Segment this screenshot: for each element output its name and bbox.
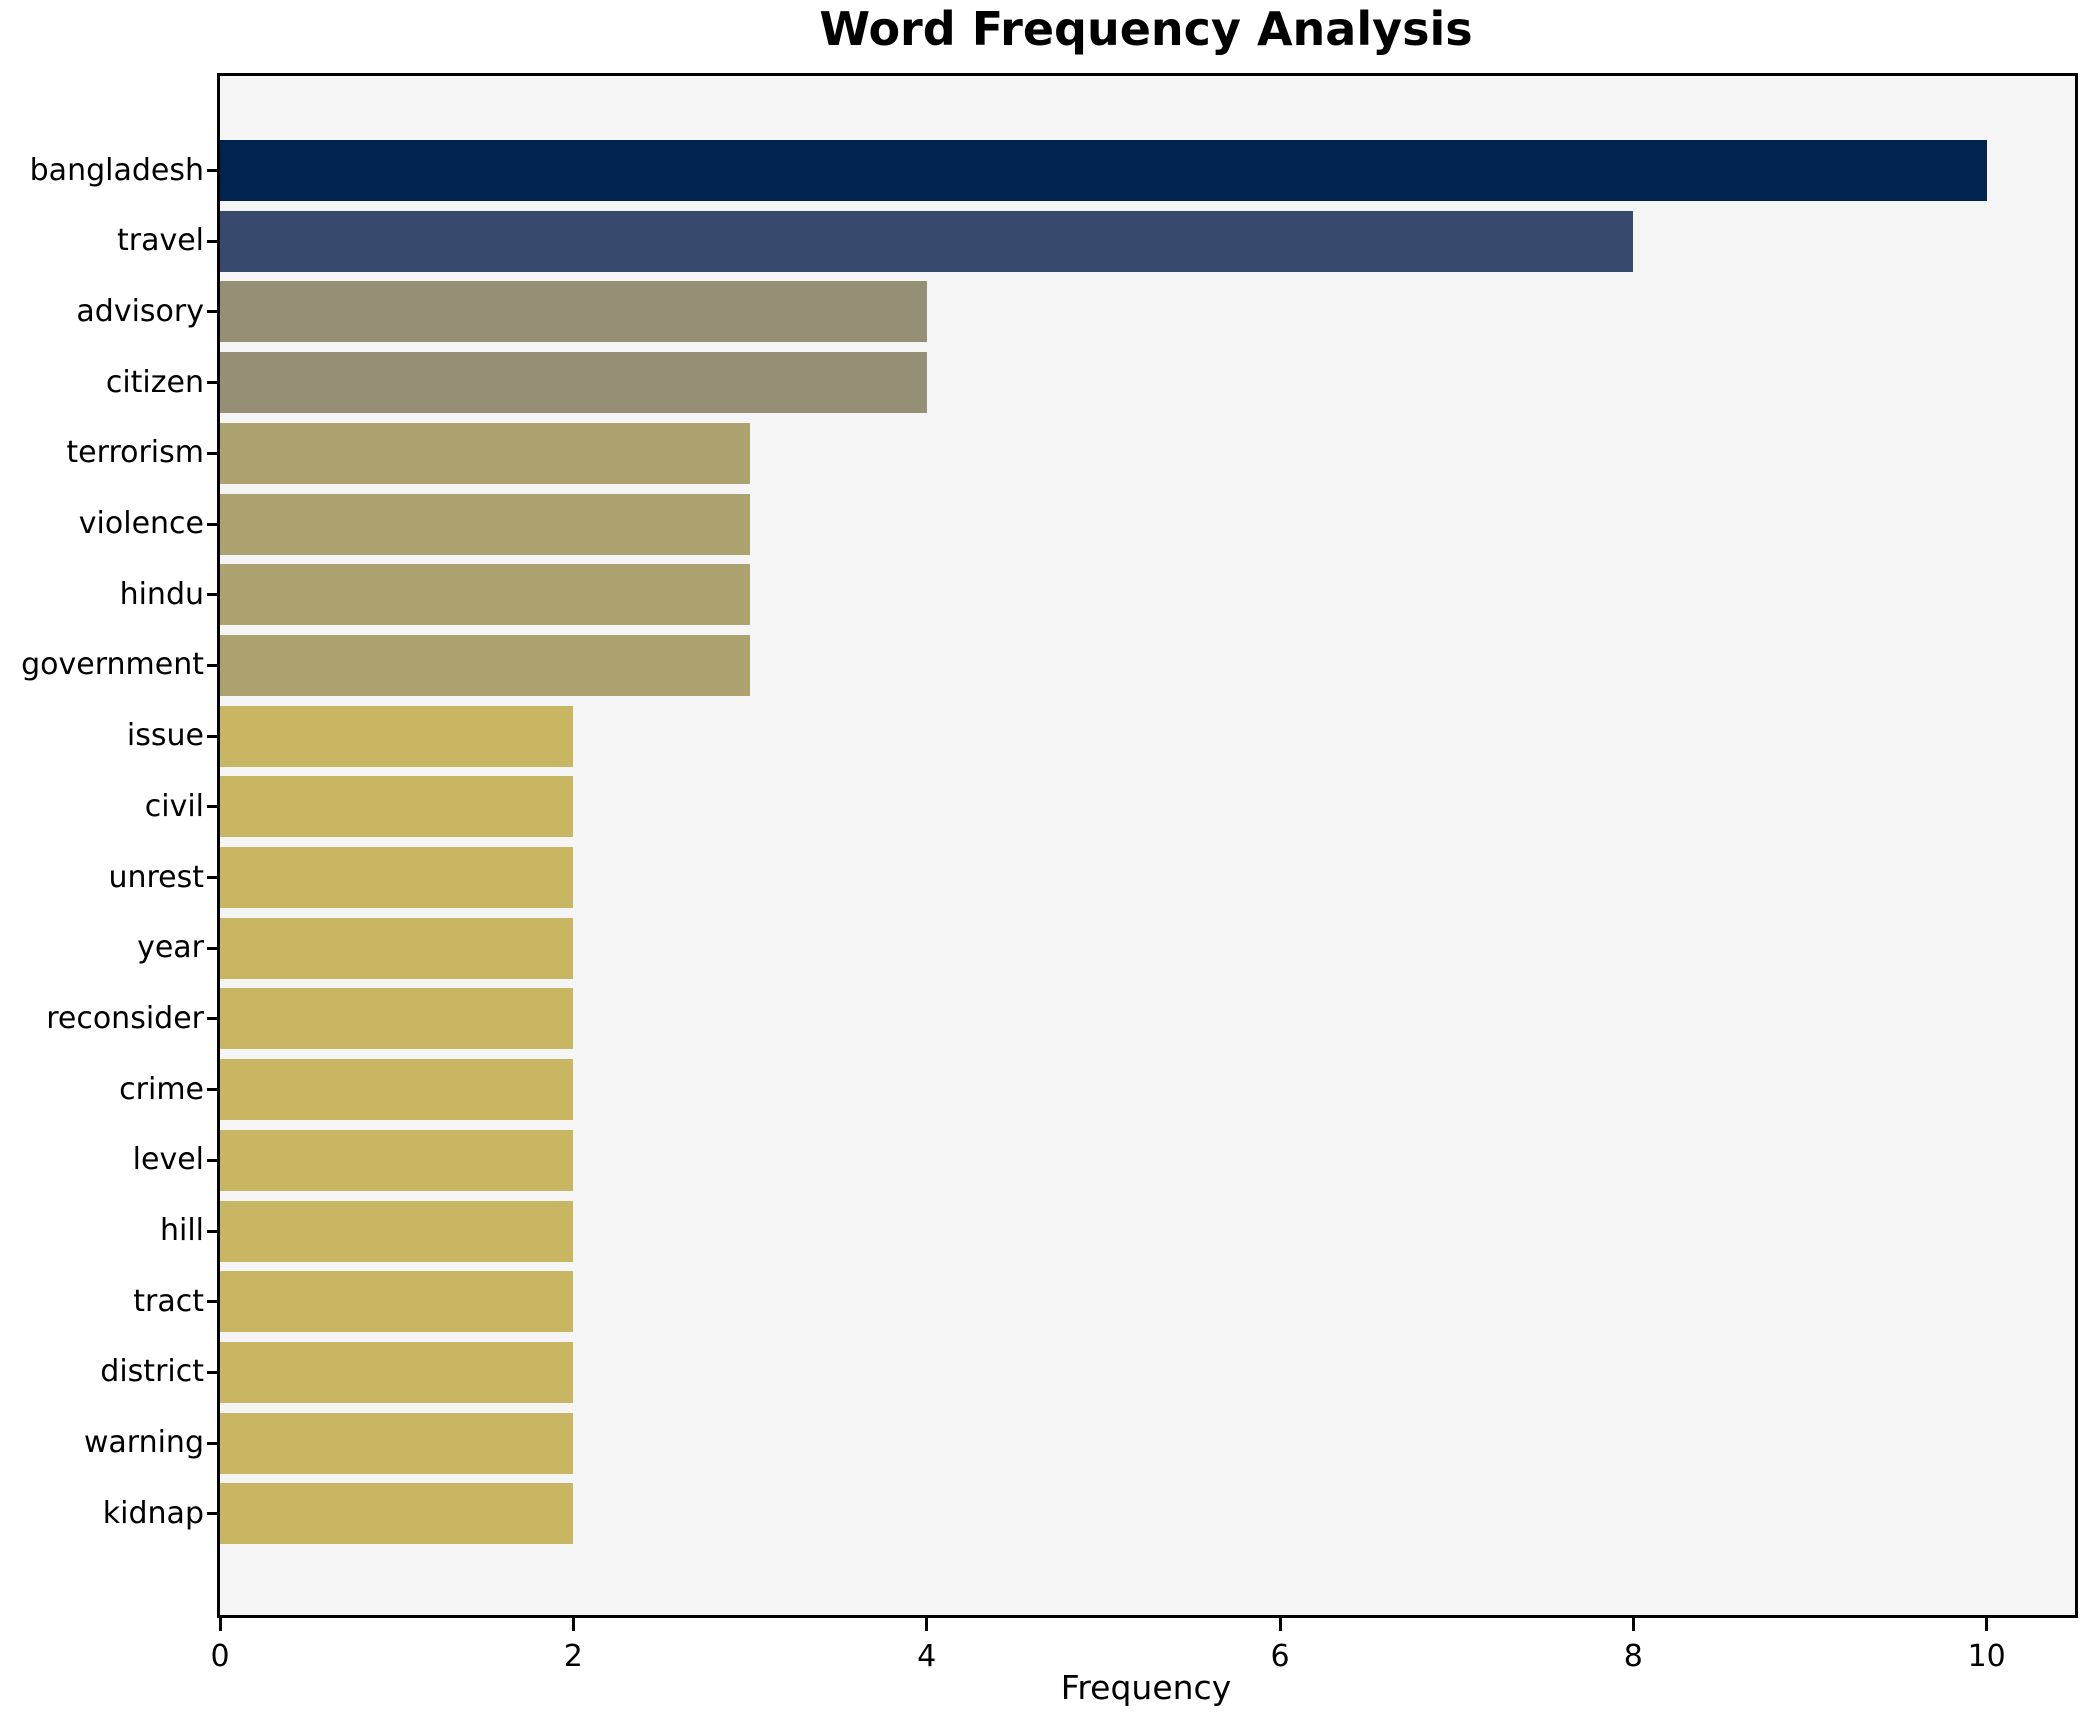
y-tick-mark bbox=[207, 734, 217, 738]
y-tick-label: citizen bbox=[105, 364, 204, 400]
y-tick-label: terrorism bbox=[66, 435, 204, 471]
y-tick-label: violence bbox=[78, 506, 204, 541]
bar bbox=[220, 564, 750, 626]
bar bbox=[220, 493, 750, 555]
bar bbox=[220, 1341, 574, 1403]
y-tick-label: unrest bbox=[108, 859, 204, 895]
bar bbox=[220, 210, 1634, 272]
y-tick-label: advisory bbox=[76, 293, 204, 329]
x-tick-mark bbox=[1278, 1618, 1282, 1631]
bar bbox=[220, 634, 750, 696]
y-tick-mark bbox=[207, 663, 217, 667]
bar bbox=[220, 1200, 574, 1262]
y-tick-mark bbox=[207, 1441, 217, 1445]
bar bbox=[220, 1271, 574, 1333]
x-tick-mark bbox=[925, 1618, 929, 1631]
y-tick-label: bangladesh bbox=[29, 152, 204, 188]
y-tick-label: travel bbox=[116, 223, 204, 259]
y-tick-mark bbox=[207, 946, 217, 950]
bar bbox=[220, 847, 574, 908]
bar bbox=[220, 1483, 574, 1545]
x-tick-label: 10 bbox=[1967, 1639, 2006, 1674]
bar bbox=[220, 140, 1987, 201]
x-tick-label: 2 bbox=[563, 1639, 583, 1674]
y-tick-label: reconsider bbox=[46, 1000, 204, 1036]
y-tick-label: warning bbox=[83, 1425, 204, 1461]
x-tick-mark bbox=[218, 1618, 222, 1631]
bar bbox=[220, 988, 574, 1050]
x-tick-label: 0 bbox=[210, 1639, 230, 1674]
y-tick-mark bbox=[207, 1158, 217, 1162]
x-tick-label: 8 bbox=[1623, 1639, 1643, 1674]
y-tick-label: hindu bbox=[119, 576, 204, 612]
bar bbox=[220, 917, 574, 979]
x-tick-label: 6 bbox=[1270, 1639, 1290, 1674]
y-tick-mark bbox=[207, 310, 217, 314]
x-tick-mark bbox=[571, 1618, 575, 1631]
y-tick-label: level bbox=[132, 1142, 204, 1178]
y-tick-mark bbox=[207, 593, 217, 597]
y-tick-label: year bbox=[137, 930, 204, 966]
x-tick-mark bbox=[1985, 1618, 1989, 1631]
y-tick-label: government bbox=[21, 647, 204, 683]
y-tick-label: kidnap bbox=[102, 1495, 204, 1531]
bar bbox=[220, 705, 574, 767]
y-tick-label: district bbox=[100, 1354, 204, 1390]
y-tick-mark bbox=[207, 169, 217, 172]
y-tick-mark bbox=[207, 1370, 217, 1374]
y-tick-mark bbox=[207, 1512, 217, 1516]
y-tick-label: hill bbox=[159, 1213, 204, 1248]
bar bbox=[220, 1059, 574, 1121]
y-tick-mark bbox=[207, 1017, 217, 1021]
y-tick-mark bbox=[207, 381, 217, 385]
y-tick-mark bbox=[207, 1088, 217, 1092]
bar bbox=[220, 1412, 574, 1474]
y-tick-mark bbox=[207, 1300, 217, 1304]
y-tick-mark bbox=[207, 239, 217, 243]
y-tick-mark bbox=[207, 876, 217, 879]
y-tick-mark bbox=[207, 1229, 217, 1233]
x-axis-label: Frequency bbox=[1060, 1668, 1232, 1707]
plot-area: bangladesh travel advisory citizen terrorism… bbox=[21, 73, 2078, 1674]
bar bbox=[220, 1129, 574, 1191]
y-tick-mark bbox=[207, 451, 217, 455]
y-tick-label: crime bbox=[119, 1071, 204, 1107]
bar bbox=[220, 352, 927, 414]
bar bbox=[220, 422, 750, 484]
bar bbox=[220, 776, 574, 838]
y-tick-label: civil bbox=[144, 788, 204, 824]
y-tick-label: issue bbox=[126, 718, 204, 754]
y-tick-label: tract bbox=[133, 1283, 204, 1319]
x-tick-label: 4 bbox=[917, 1639, 937, 1674]
chart-title: Word Frequency Analysis bbox=[819, 2, 1473, 56]
y-tick-mark bbox=[207, 522, 217, 526]
bar bbox=[220, 281, 927, 343]
x-tick-mark bbox=[1631, 1618, 1635, 1631]
y-tick-mark bbox=[207, 805, 217, 809]
